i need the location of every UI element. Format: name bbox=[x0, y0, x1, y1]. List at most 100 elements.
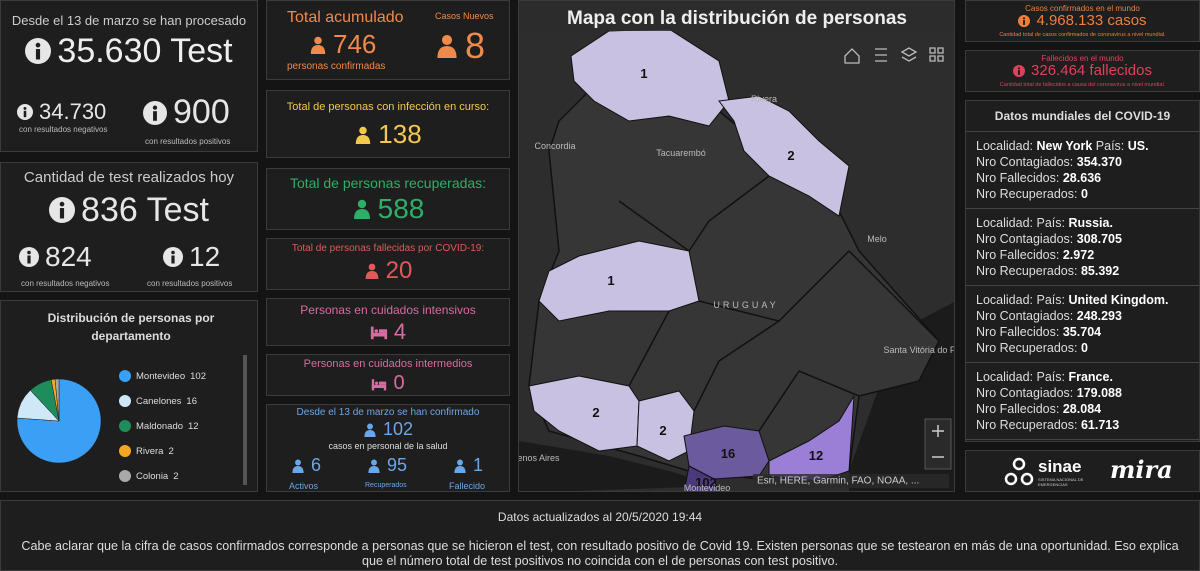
region bbox=[528, 375, 640, 452]
icon-shape bbox=[59, 201, 65, 207]
map-toolbar[interactable] bbox=[844, 47, 944, 64]
person-icon bbox=[368, 459, 380, 473]
icon-shape bbox=[368, 263, 376, 271]
infected-label: Nro Contagiados: bbox=[976, 309, 1074, 323]
icon-shape bbox=[356, 134, 371, 144]
world-cases-caption: Cantidad total de casos confirmados de c… bbox=[999, 32, 1166, 38]
icon-shape bbox=[1023, 16, 1026, 19]
title-bar bbox=[519, 1, 954, 31]
place-label: Santa Vitória do Palmar bbox=[884, 345, 955, 355]
zoom-in[interactable] bbox=[932, 425, 944, 437]
intermediate-label: Personas en cuidados intermedios bbox=[303, 358, 473, 370]
info-icon bbox=[19, 247, 39, 267]
icon-shape bbox=[372, 384, 387, 388]
map-panel: 1 2 1 2 2 16 12 102 Rivera Concordia Tacuarembó Me… bbox=[518, 0, 955, 492]
tests-title: Desde el 13 de marzo se han procesado bbox=[11, 13, 247, 28]
entry-recovered: Nro Recuperados: 0 bbox=[976, 340, 1189, 356]
locality-label: Localidad: bbox=[976, 216, 1033, 230]
region-label: 12 bbox=[809, 448, 823, 463]
icon-shape bbox=[295, 459, 301, 465]
total-count: 746 bbox=[333, 29, 377, 59]
legend-name: Colonia bbox=[136, 471, 169, 482]
world-entry[interactable]: Localidad: New York País: US. Nro Contag… bbox=[966, 131, 1199, 208]
icon-shape bbox=[314, 36, 322, 44]
recovered-label: Nro Recuperados: bbox=[976, 341, 1078, 355]
home-button[interactable] bbox=[844, 48, 860, 64]
sinae-logo: sinae bbox=[1038, 457, 1082, 476]
country: Russia. bbox=[1068, 216, 1113, 230]
info-icon bbox=[143, 100, 167, 125]
deaths-label: Nro Fallecidos: bbox=[976, 171, 1060, 185]
legend-swatch bbox=[119, 445, 131, 457]
legend-label: Colonia 2 bbox=[136, 471, 179, 482]
world-deaths-value: 326.464 fallecidos bbox=[1031, 62, 1152, 79]
world-entry[interactable]: Localidad: País: France. Nro Contagiados… bbox=[966, 362, 1199, 439]
entry-infected: Nro Contagiados: 354.370 bbox=[976, 154, 1189, 170]
place-label: Rivera bbox=[751, 94, 777, 104]
layers-button[interactable] bbox=[900, 47, 918, 62]
infected-value: 179.088 bbox=[1076, 386, 1122, 400]
deceased-row: 20 bbox=[267, 257, 509, 285]
world-entry[interactable]: Localidad: País: Turkey. Nro Contagiados… bbox=[966, 439, 1199, 441]
legend-name: Montevideo bbox=[136, 371, 185, 382]
icon-shape bbox=[23, 106, 27, 110]
legend-value: 16 bbox=[186, 396, 197, 407]
locality-label: Localidad: bbox=[976, 370, 1033, 384]
info-icon bbox=[1018, 14, 1031, 27]
health-recovered-label: Recuperados bbox=[365, 482, 407, 489]
icon-shape bbox=[357, 199, 366, 209]
new-label: Casos Nuevos bbox=[435, 11, 494, 21]
sinae-caption: SISTEMA NACIONAL DE EMERGENCIAS bbox=[1038, 477, 1084, 487]
place-label: URUGUAY bbox=[713, 300, 778, 310]
recovered-panel: Total de personas recuperadas: 588 bbox=[266, 168, 510, 230]
country-label: País: bbox=[1036, 293, 1065, 307]
locality-label: Localidad: bbox=[976, 293, 1033, 307]
active-panel: Total de personas con infección en curso… bbox=[266, 90, 510, 158]
negative-count: 34.730 bbox=[39, 99, 107, 124]
icon-shape bbox=[371, 459, 377, 465]
world-cases-row: 4.968.133 casos bbox=[966, 12, 1199, 29]
legend-label: Maldonado 12 bbox=[136, 421, 199, 432]
qr-button[interactable] bbox=[929, 47, 944, 62]
region-label: 102 bbox=[695, 475, 717, 490]
world-entry[interactable]: Localidad: País: Russia. Nro Contagiados… bbox=[966, 208, 1199, 285]
health-active-label: Activos bbox=[289, 481, 319, 491]
country-label: País: bbox=[1095, 139, 1125, 153]
infected-value: 248.293 bbox=[1076, 309, 1122, 323]
entry-location: Localidad: País: Russia. bbox=[976, 215, 1189, 231]
place-label: Tacuarembó bbox=[656, 148, 706, 158]
icon-shape bbox=[437, 46, 457, 58]
total-row: 746 bbox=[309, 29, 376, 60]
icon-shape bbox=[153, 110, 157, 121]
person-icon bbox=[353, 199, 370, 219]
health-staff-panel: Desde el 13 de marzo se han confirmado 1… bbox=[266, 404, 510, 492]
icon-shape bbox=[36, 42, 41, 48]
new-row: 8 bbox=[435, 25, 485, 67]
health-caption: casos en personal de la salud bbox=[328, 441, 448, 451]
recovered-row: 588 bbox=[267, 193, 509, 225]
world-cases-panel: Casos confirmados en el mundo 4.968.133 … bbox=[965, 0, 1200, 42]
new-count: 8 bbox=[465, 25, 486, 66]
place-label: Concordia bbox=[534, 141, 575, 151]
deaths-value: 28.636 bbox=[1062, 171, 1102, 185]
total-caption: personas confirmadas bbox=[287, 61, 386, 72]
icon-shape bbox=[359, 126, 368, 134]
country-label: País: bbox=[1036, 370, 1065, 384]
entry-location: Localidad: País: United Kingdom. bbox=[976, 292, 1189, 308]
infected-label: Nro Contagiados: bbox=[976, 386, 1074, 400]
icon-shape bbox=[372, 378, 375, 390]
deceased-panel: Total de personas fallecidas por COVID-1… bbox=[266, 238, 510, 290]
world-list[interactable]: Localidad: New York País: US. Nro Contag… bbox=[966, 131, 1199, 441]
cases-panel: Total acumulado 746 personas confirmadas… bbox=[266, 0, 510, 80]
recovered-label: Total de personas recuperadas: bbox=[289, 175, 487, 191]
person-icon bbox=[310, 36, 326, 54]
world-entry[interactable]: Localidad: País: United Kingdom. Nro Con… bbox=[966, 285, 1199, 362]
list-button[interactable] bbox=[875, 48, 887, 62]
world-deaths-row: 326.464 fallecidos bbox=[966, 62, 1199, 79]
region bbox=[718, 95, 850, 217]
legend-swatch bbox=[119, 370, 131, 382]
sinae-icon bbox=[1004, 457, 1034, 486]
scrollbar bbox=[243, 355, 247, 485]
recovered-value: 0 bbox=[1080, 187, 1088, 201]
